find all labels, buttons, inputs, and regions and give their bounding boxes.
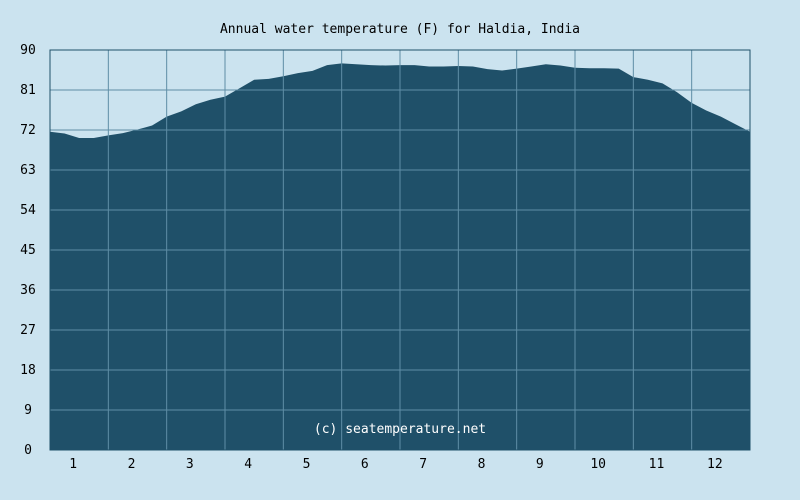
y-tick-label: 72 (20, 123, 36, 138)
y-tick-label: 90 (20, 43, 36, 58)
x-tick-label: 2 (128, 457, 136, 472)
x-tick-label: 7 (419, 457, 427, 472)
plot-border (49, 49, 751, 451)
y-tick-label: 63 (20, 163, 36, 178)
y-tick-label: 45 (20, 243, 36, 258)
y-tick-label: 9 (24, 403, 32, 418)
y-tick-label: 18 (20, 363, 36, 378)
y-tick-label: 54 (20, 203, 36, 218)
x-tick-label: 10 (590, 457, 606, 472)
y-tick-label: 36 (20, 283, 36, 298)
copyright-text: (c) seatemperature.net (314, 422, 486, 437)
x-tick-label: 6 (361, 457, 369, 472)
x-tick-label: 1 (69, 457, 77, 472)
x-tick-label: 5 (303, 457, 311, 472)
y-tick-label: 27 (20, 323, 36, 338)
y-tick-label: 81 (20, 83, 36, 98)
x-tick-label: 11 (649, 457, 665, 472)
chart-title: Annual water temperature (F) for Haldia,… (220, 22, 580, 37)
x-tick-label: 12 (707, 457, 723, 472)
x-tick-label: 9 (536, 457, 544, 472)
x-tick-label: 3 (186, 457, 194, 472)
y-tick-label: 0 (24, 443, 32, 458)
x-tick-label: 8 (478, 457, 486, 472)
x-tick-label: 4 (244, 457, 252, 472)
